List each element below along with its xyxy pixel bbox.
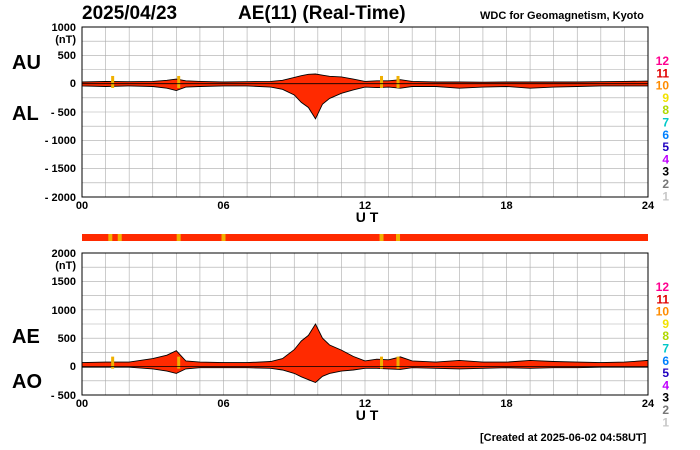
station-count-label: 4 (662, 152, 669, 166)
station-count-label: 9 (662, 91, 669, 105)
station-band (82, 234, 648, 241)
y-tick-label: 500 (58, 50, 76, 62)
organization-label: WDC for Geomagnetism, Kyoto (480, 10, 644, 22)
x-tick-label: 06 (217, 200, 229, 212)
ao-label: AO (12, 371, 42, 393)
station-count-label: 6 (662, 354, 669, 368)
station-count-label: 10 (656, 79, 670, 93)
station-band-flag (396, 234, 401, 241)
station-count-label: 3 (662, 165, 669, 179)
ae-label: AE (12, 326, 40, 348)
y-tick-label: 500 (58, 333, 76, 345)
station-band-flag (379, 234, 384, 241)
station-flag-mark (177, 75, 181, 88)
x-tick-label: 00 (76, 200, 88, 212)
x-axis-label: U T (356, 209, 379, 225)
station-count-label: 8 (662, 329, 669, 343)
station-count-label: 5 (662, 140, 669, 154)
station-count-label: 5 (662, 366, 669, 380)
y-tick-label: 1000 (52, 305, 76, 317)
station-count-label: 1 (662, 189, 669, 203)
station-band-flag (108, 234, 113, 241)
date-label: 2025/04/23 (82, 3, 178, 24)
y-tick-label: - 500 (51, 390, 76, 402)
station-flag-mark (396, 356, 400, 369)
x-tick-label: 24 (642, 398, 655, 410)
chart-title: AE(11) (Real-Time) (238, 3, 406, 24)
station-count-label: 4 (662, 378, 669, 392)
station-flag-mark (380, 356, 384, 369)
station-count-label: 7 (662, 116, 669, 130)
plot-frame (81, 26, 649, 198)
x-tick-label: 18 (500, 200, 512, 212)
station-band-flag (117, 234, 122, 241)
x-tick-label: 24 (642, 200, 655, 212)
x-axis-label: U T (356, 407, 379, 423)
y-tick-label: - 1500 (45, 163, 76, 175)
y-tick-label: - 1000 (45, 135, 76, 147)
station-count-label: 1 (662, 415, 669, 429)
station-count-label: 11 (656, 66, 669, 80)
y-tick-label: 0 (70, 78, 76, 90)
x-tick-label: 12 (359, 398, 371, 410)
station-flag-mark (111, 75, 115, 88)
station-count-label: 9 (662, 317, 669, 331)
station-count-label: 7 (662, 342, 669, 356)
y-tick-label: 0 (70, 361, 76, 373)
y-tick-label: - 2000 (45, 192, 76, 204)
y-tick-label: 1500 (52, 276, 76, 288)
y-tick-label: 2000 (52, 248, 76, 260)
y-axis-unit: (nT) (55, 260, 76, 272)
station-count-label: 10 (656, 305, 670, 319)
al-label: AL (12, 103, 39, 125)
x-tick-label: 00 (76, 398, 88, 410)
x-tick-label: 12 (359, 200, 371, 212)
station-count-label: 6 (662, 128, 669, 142)
created-timestamp: [Created at 2025-06-02 04:58UT] (480, 432, 647, 444)
station-count-label: 2 (662, 177, 669, 191)
station-count-label: 8 (662, 103, 669, 117)
station-flag-mark (177, 356, 181, 369)
station-count-label: 3 (662, 391, 669, 405)
station-count-label: 12 (656, 54, 670, 68)
plot-frame (81, 252, 649, 396)
y-axis-unit: (nT) (55, 34, 76, 46)
x-tick-label: 06 (217, 398, 229, 410)
station-flag-mark (380, 75, 384, 88)
station-flag-mark (111, 356, 115, 369)
station-flag-mark (396, 75, 400, 88)
y-tick-label: - 500 (51, 107, 76, 119)
station-count-label: 2 (662, 403, 669, 417)
station-band-flag (176, 234, 181, 241)
x-tick-label: 18 (500, 398, 512, 410)
station-band-flag (221, 234, 226, 241)
station-count-label: 11 (656, 292, 669, 306)
station-count-label: 12 (656, 280, 670, 294)
au-label: AU (12, 52, 41, 74)
y-tick-label: 1000 (52, 22, 76, 34)
